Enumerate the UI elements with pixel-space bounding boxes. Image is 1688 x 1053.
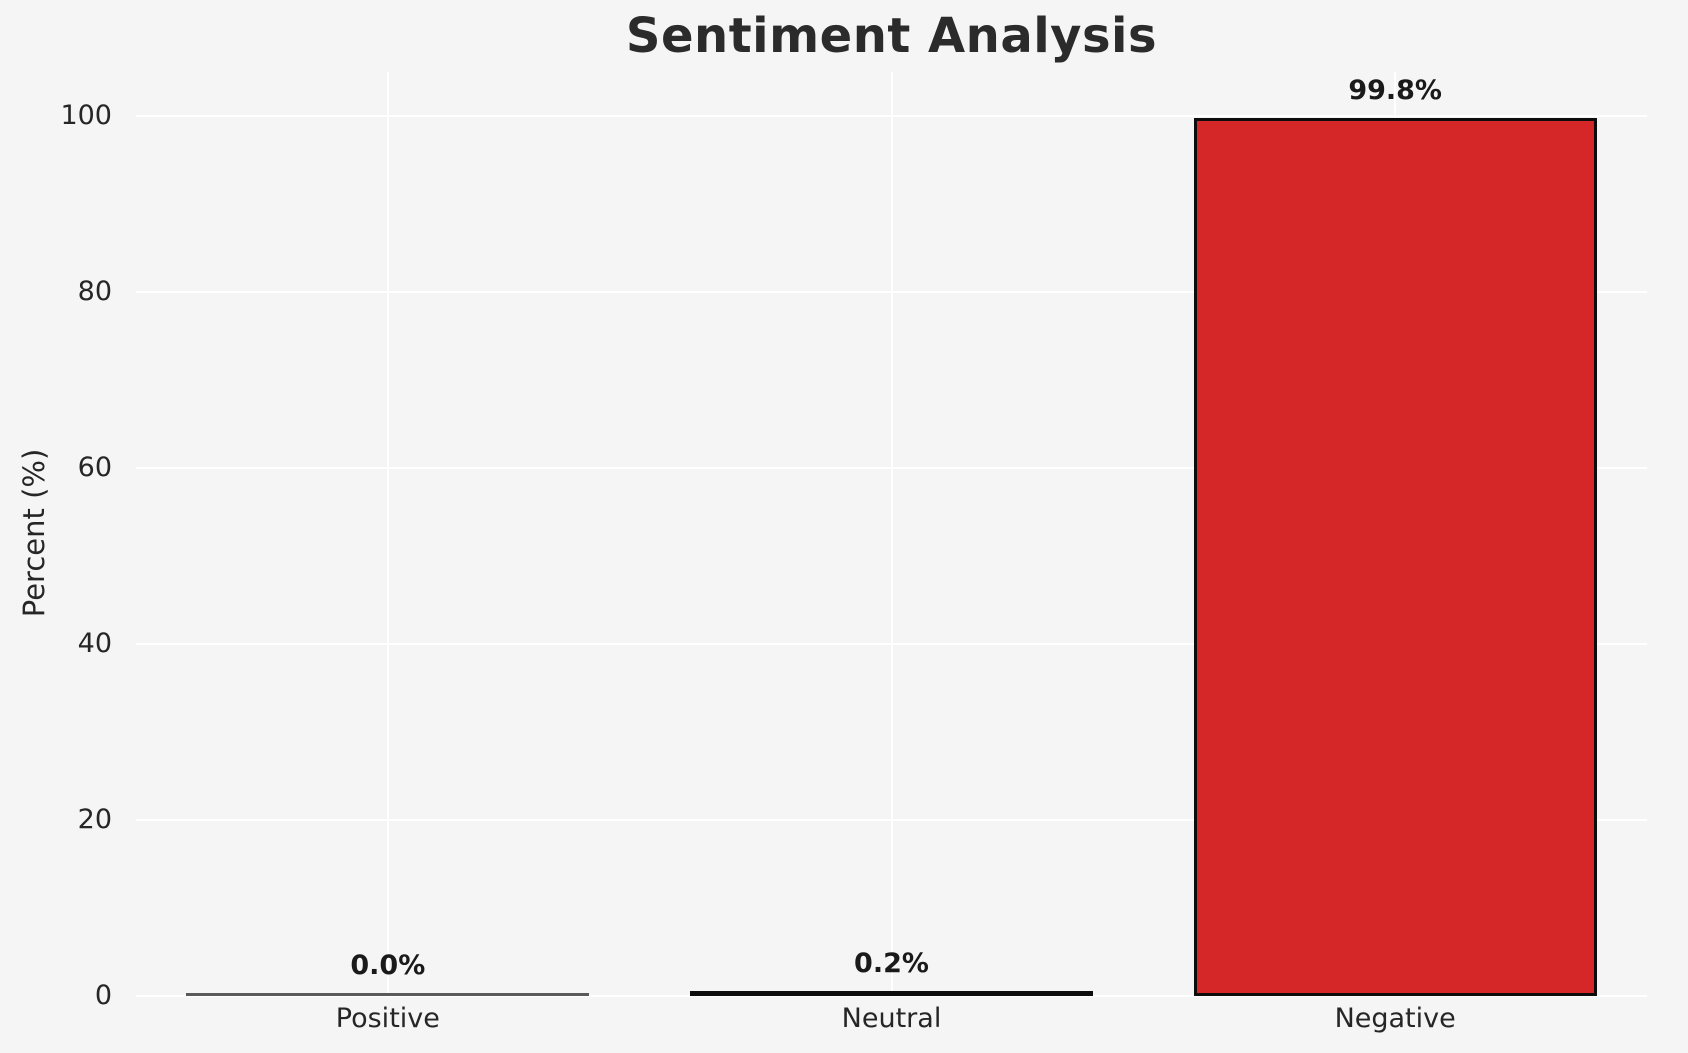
bar-value-label: 99.8%: [1348, 75, 1442, 106]
bar-positive: [186, 993, 589, 996]
bar-negative: [1194, 118, 1597, 996]
bar-value-label: 0.2%: [854, 948, 929, 979]
x-tick-label: Negative: [1334, 1003, 1456, 1034]
y-tick-label: 0: [94, 980, 112, 1011]
y-tick-label: 60: [77, 452, 112, 483]
y-tick-label: 80: [77, 276, 112, 307]
bar-value-label: 0.0%: [350, 950, 426, 981]
y-tick-label: 20: [77, 804, 112, 835]
x-tick-label: Neutral: [841, 1003, 942, 1034]
y-tick-label: 40: [77, 628, 112, 659]
bar-neutral: [690, 991, 1093, 996]
chart-title: Sentiment Analysis: [625, 8, 1158, 64]
gridline-horizontal: [136, 995, 1647, 997]
gridline-vertical: [890, 72, 893, 996]
y-tick-label: 100: [60, 100, 112, 131]
x-tick-label: Positive: [335, 1003, 440, 1034]
gridline-vertical: [386, 72, 389, 996]
